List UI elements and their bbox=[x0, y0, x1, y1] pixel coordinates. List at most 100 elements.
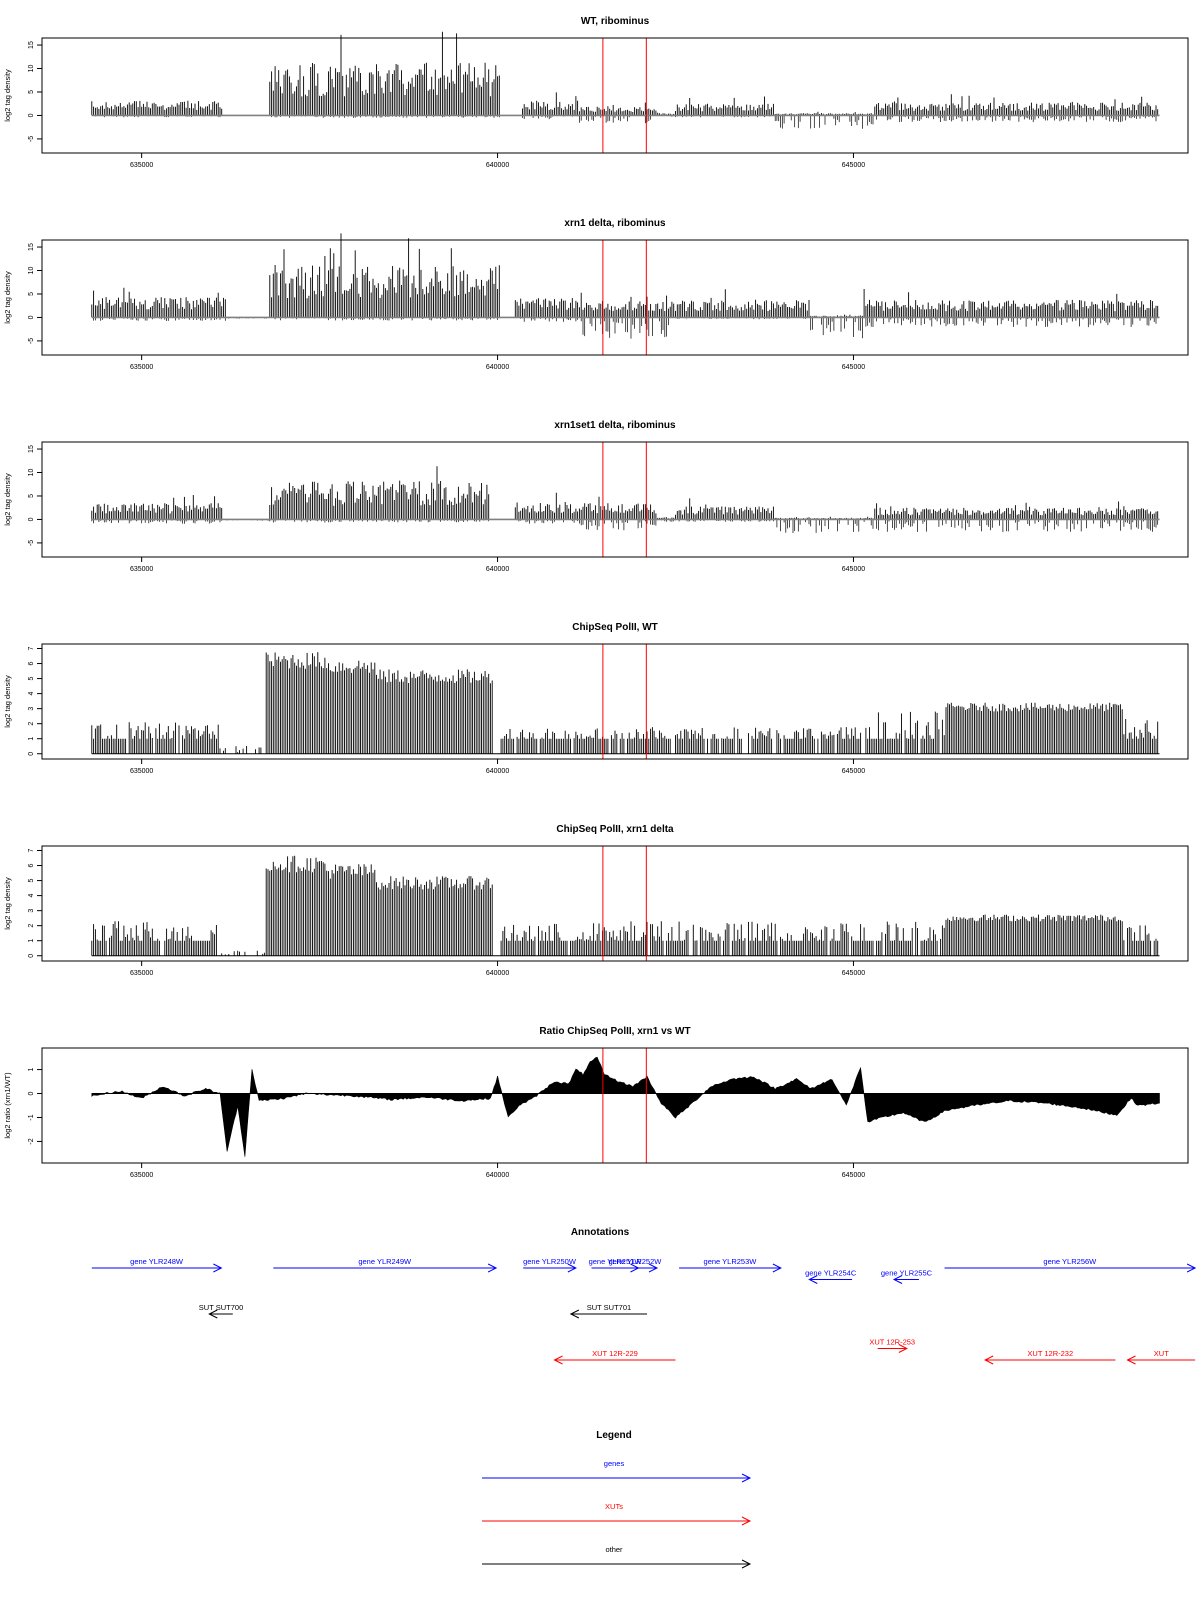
y-axis-label: log2 tag density bbox=[3, 877, 12, 930]
x-tick-label: 640000 bbox=[486, 566, 509, 573]
annotation-feature: gene YLR255C bbox=[881, 1269, 933, 1284]
annotation-feature: gene YLR248W bbox=[91, 1257, 223, 1273]
y-tick-label: 2 bbox=[28, 722, 35, 726]
y-tick-label: -2 bbox=[28, 1138, 35, 1144]
feature-label: gene YLR249W bbox=[358, 1257, 412, 1266]
annotation-feature: gene YLR252W bbox=[609, 1257, 663, 1273]
y-axis-label: log2 tag density bbox=[3, 473, 12, 526]
x-axis: 635000 640000 645000 bbox=[130, 1163, 865, 1179]
feature-label: XUT bbox=[1154, 1349, 1169, 1358]
x-tick-label: 645000 bbox=[842, 566, 865, 573]
feature-arrow bbox=[208, 1309, 233, 1319]
annotation-feature: SUT SUT701 bbox=[569, 1303, 648, 1319]
x-tick-label: 640000 bbox=[486, 970, 509, 977]
y-tick-label: 5 bbox=[28, 90, 35, 94]
y-tick-label: 1 bbox=[28, 1068, 35, 1072]
panel-0: WT, ribominus 635000 640000 645000 -5 0 5 10 15 l… bbox=[3, 16, 1189, 169]
y-tick-label: 15 bbox=[28, 243, 35, 251]
x-axis: 635000 640000 645000 bbox=[130, 355, 865, 371]
panel-1: xrn1 delta, ribominus 635000 640000 645000 -… bbox=[3, 218, 1189, 371]
y-tick-label: 4 bbox=[28, 692, 35, 696]
panel-5: Ratio ChipSeq PolII, xrn1 vs WT 635000 640… bbox=[3, 1026, 1189, 1179]
signal bbox=[91, 31, 1160, 129]
feature-label: gene YLR255C bbox=[881, 1269, 933, 1278]
legend-item: XUTs bbox=[482, 1502, 752, 1526]
legend-label: genes bbox=[604, 1459, 625, 1468]
y-axis: -5 0 5 10 15 log2 tag density bbox=[3, 445, 42, 546]
feature-label: SUT SUT701 bbox=[587, 1303, 631, 1312]
feature-arrow bbox=[91, 1263, 223, 1273]
annotations-title: Annotations bbox=[571, 1227, 630, 1238]
density-bars bbox=[91, 652, 1159, 754]
legend-arrow bbox=[482, 1516, 752, 1526]
x-tick-label: 635000 bbox=[130, 364, 153, 371]
y-tick-label: 10 bbox=[28, 267, 35, 275]
signal bbox=[91, 855, 1160, 957]
y-axis: 0 1 2 3 4 5 6 7 log2 tag density bbox=[3, 646, 42, 756]
feature-label: SUT SUT700 bbox=[199, 1303, 243, 1312]
signal bbox=[91, 466, 1160, 533]
panel-3: ChipSeq PolII, WT 635000 640000 645000 0 1 2 3 4… bbox=[3, 622, 1189, 775]
annotation-feature: XUT 12R-229 bbox=[553, 1349, 676, 1365]
x-tick-label: 640000 bbox=[486, 768, 509, 775]
feature-arrow bbox=[1126, 1355, 1196, 1365]
legend-arrow bbox=[482, 1559, 752, 1569]
feature-arrow bbox=[273, 1263, 498, 1273]
y-tick-label: 1 bbox=[28, 737, 35, 741]
x-tick-label: 640000 bbox=[486, 1172, 509, 1179]
x-tick-label: 645000 bbox=[842, 162, 865, 169]
y-tick-label: 10 bbox=[28, 65, 35, 73]
y-tick-label: 5 bbox=[28, 879, 35, 883]
y-tick-label: 4 bbox=[28, 894, 35, 898]
x-axis: 635000 640000 645000 bbox=[130, 759, 865, 775]
y-tick-label: 10 bbox=[28, 469, 35, 477]
panel-2: xrn1set1 delta, ribominus 635000 640000 645… bbox=[3, 420, 1189, 573]
sense-bars bbox=[91, 233, 1159, 318]
feature-label: gene YLR252W bbox=[609, 1257, 663, 1266]
plot-frame bbox=[41, 239, 1189, 356]
y-axis: -5 0 5 10 15 log2 tag density bbox=[3, 41, 42, 142]
x-axis: 635000 640000 645000 bbox=[130, 153, 865, 169]
panel-title: xrn1set1 delta, ribominus bbox=[554, 420, 676, 431]
signal bbox=[91, 233, 1160, 339]
y-axis: 0 1 2 3 4 5 6 7 log2 tag density bbox=[3, 848, 42, 958]
legend-label: XUTs bbox=[605, 1502, 623, 1511]
legend-item: other bbox=[482, 1545, 752, 1569]
annotation-feature: gene YLR250W bbox=[523, 1257, 577, 1273]
y-tick-label: -5 bbox=[28, 136, 35, 142]
y-tick-label: 0 bbox=[28, 752, 35, 756]
plot-frame bbox=[41, 1047, 1189, 1164]
y-tick-label: 0 bbox=[28, 1091, 35, 1095]
y-tick-label: 0 bbox=[28, 113, 35, 117]
plot-frame bbox=[41, 643, 1189, 760]
feature-arrow bbox=[877, 1344, 908, 1353]
feature-arrow bbox=[523, 1263, 577, 1273]
y-axis-label: log2 tag density bbox=[3, 69, 12, 122]
y-tick-label: 7 bbox=[28, 646, 35, 650]
annotation-feature: gene YLR256W bbox=[944, 1257, 1197, 1273]
antisense-bars bbox=[95, 115, 1157, 129]
legend-title: Legend bbox=[596, 1430, 632, 1441]
antisense-bars bbox=[93, 317, 1157, 339]
signal bbox=[91, 652, 1160, 755]
y-tick-label: 6 bbox=[28, 863, 35, 867]
plot-frame bbox=[41, 845, 1189, 962]
x-tick-label: 635000 bbox=[130, 566, 153, 573]
annotation-feature: gene YLR249W bbox=[273, 1257, 498, 1273]
feature-arrow bbox=[569, 1309, 648, 1319]
annotation-feature: XUT 12R-232 bbox=[984, 1349, 1116, 1365]
feature-arrow bbox=[892, 1275, 919, 1284]
panel-title: ChipSeq PolII, WT bbox=[572, 622, 658, 633]
y-tick-label: -1 bbox=[28, 1114, 35, 1120]
feature-arrow bbox=[612, 1263, 659, 1273]
x-tick-label: 640000 bbox=[486, 364, 509, 371]
feature-label: gene YLR250W bbox=[523, 1257, 577, 1266]
y-axis-label: log2 ratio (xrn1/WT) bbox=[3, 1072, 12, 1139]
y-tick-label: 5 bbox=[28, 494, 35, 498]
y-tick-label: 2 bbox=[28, 924, 35, 928]
plot-frame bbox=[41, 441, 1189, 558]
x-tick-label: 635000 bbox=[130, 162, 153, 169]
panel-title: ChipSeq PolII, xrn1 delta bbox=[556, 824, 674, 835]
